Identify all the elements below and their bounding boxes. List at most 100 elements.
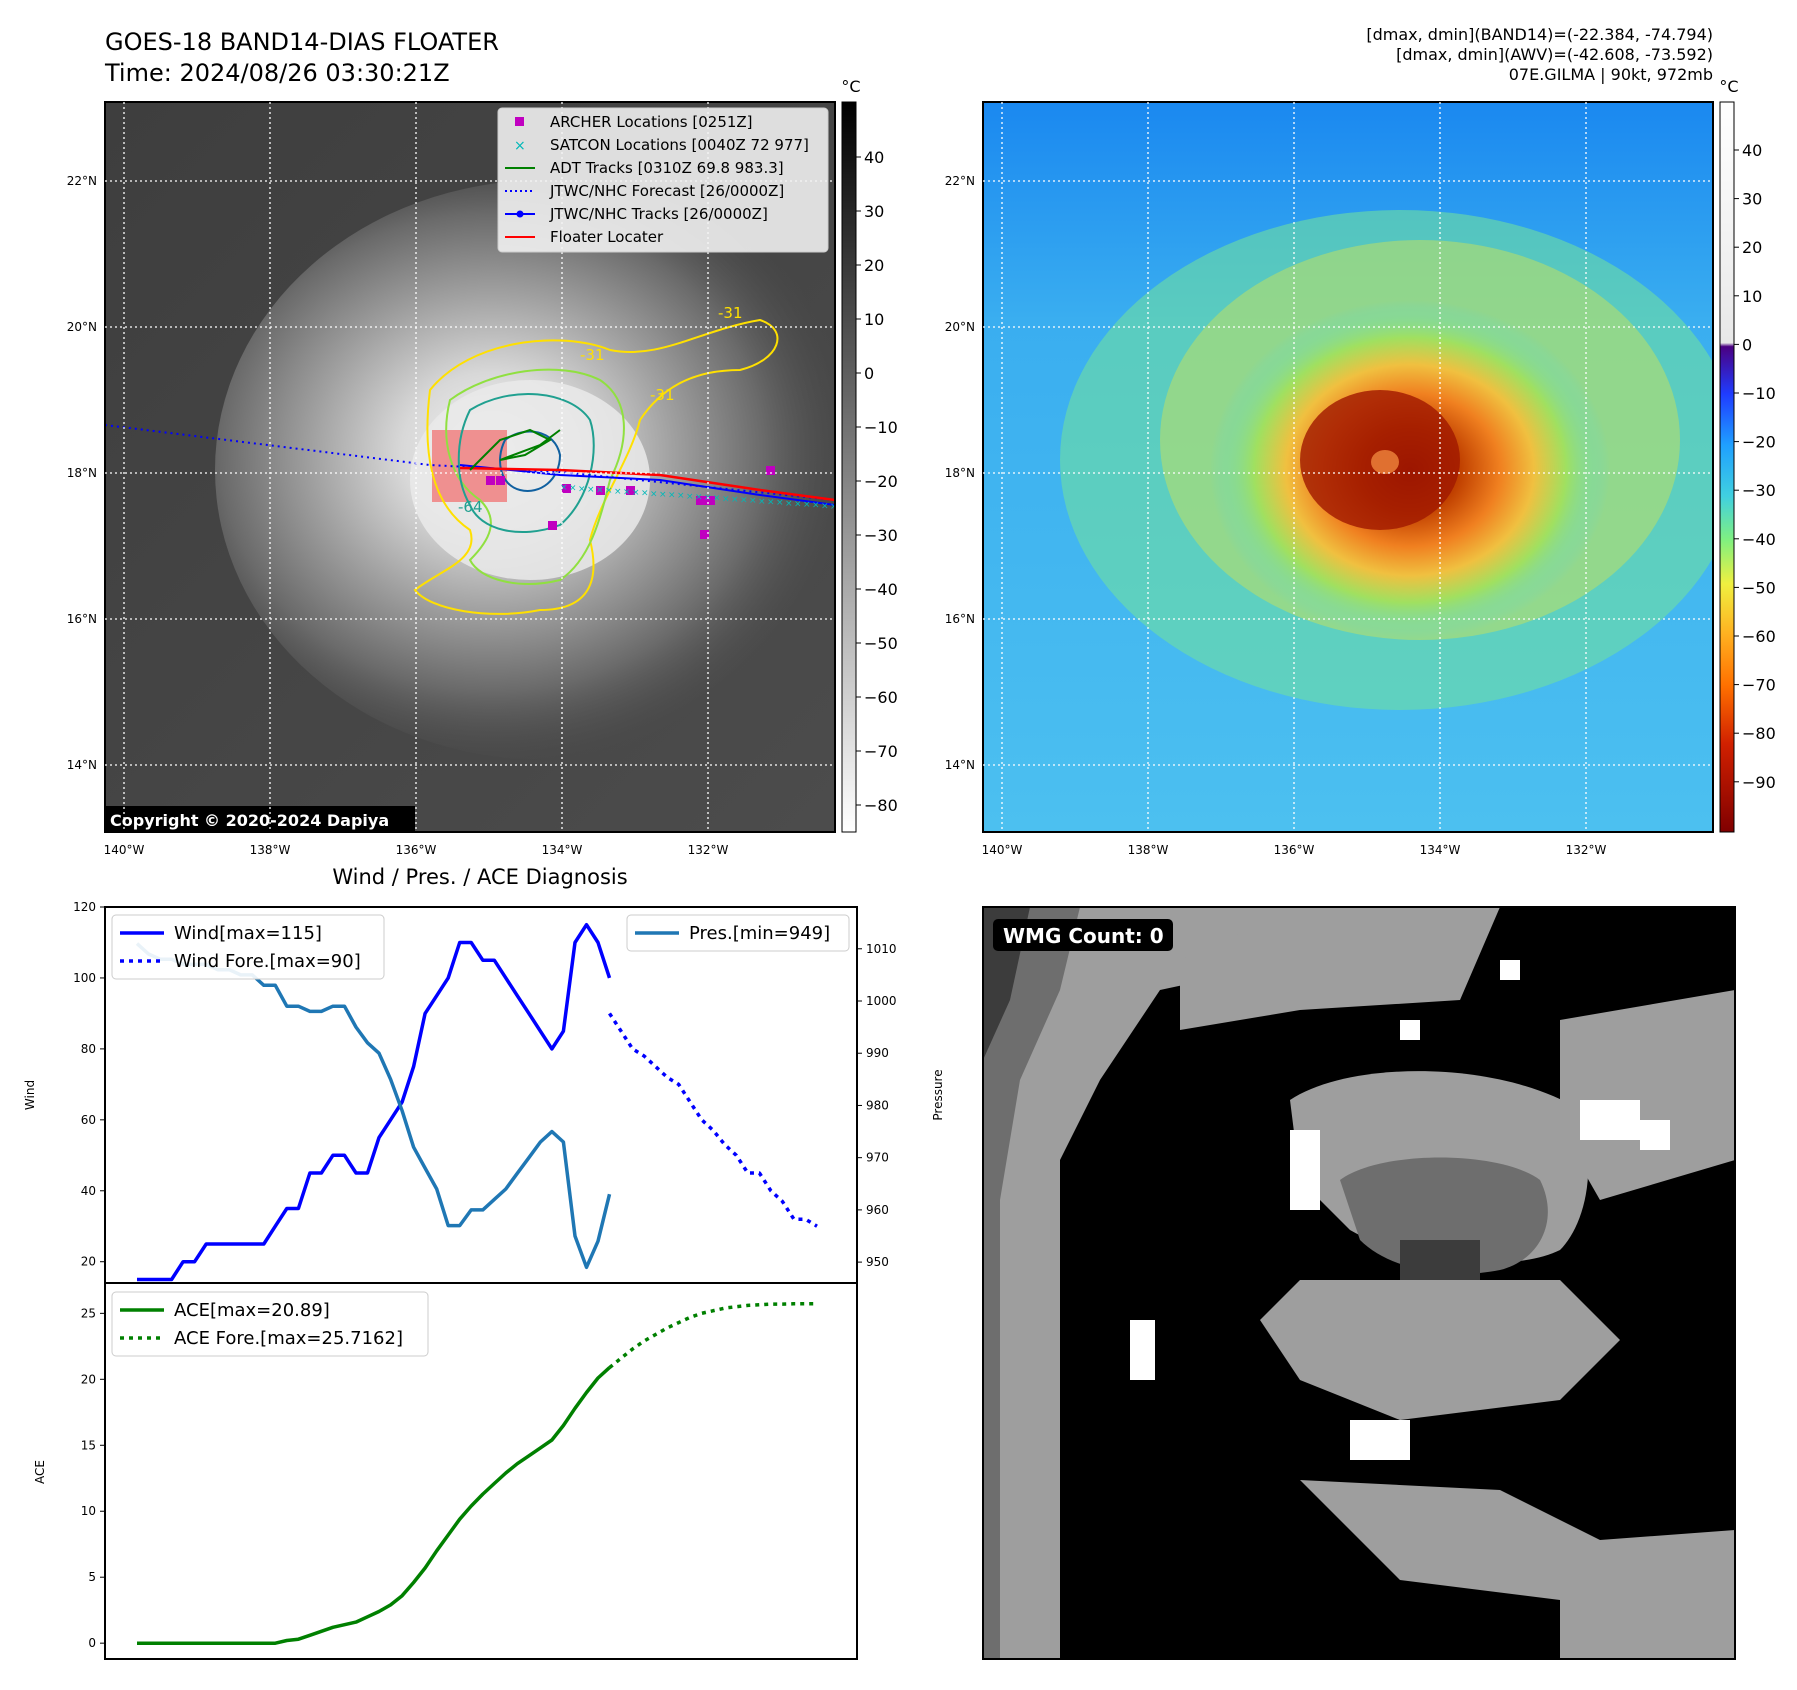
copyright-text: Copyright © 2020-2024 Dapiya [110, 811, 389, 830]
satcon-marker: × [767, 497, 775, 507]
satcon-marker: × [785, 499, 793, 509]
lon-label: 140°W [982, 843, 1023, 857]
floater-track [459, 466, 835, 502]
contour-label: -31 [650, 386, 675, 404]
gray-colorbar-tick: 30 [864, 202, 884, 221]
satcon-marker: × [596, 486, 604, 496]
color-colorbar-tick: −60 [1742, 627, 1776, 646]
y-tick-label: 25 [81, 1306, 96, 1320]
lon-label: 136°W [1274, 843, 1315, 857]
lat-label: 14°N [67, 758, 97, 772]
color-colorbar-tick: 30 [1742, 190, 1762, 209]
lon-label: 132°W [1566, 843, 1607, 857]
satcon-marker: × [587, 485, 595, 495]
y2-tick-label: 1000 [866, 994, 897, 1008]
contour-label: -31 [718, 304, 743, 322]
satcon-marker: × [758, 497, 766, 507]
satcon-marker: × [794, 499, 802, 509]
gray-colorbar-unit: °C [841, 77, 860, 96]
wind-axis-label: Wind [23, 1080, 37, 1110]
y-tick-label: 60 [81, 1113, 96, 1127]
lon-label: 134°W [542, 843, 583, 857]
series-line [137, 922, 612, 1282]
legend-entry: SATCON Locations [0040Z 72 977] [550, 136, 809, 154]
wmg-count-box [993, 919, 1173, 951]
gray-colorbar-tick: −20 [864, 472, 898, 491]
legend-entry: ADT Tracks [0310Z 69.8 983.3] [550, 159, 784, 177]
lat-label: 22°N [67, 174, 97, 188]
svg-text:×: × [514, 138, 526, 154]
archer-marker [596, 486, 605, 495]
color-colorbar-tick: −10 [1742, 384, 1776, 403]
archer-marker [700, 496, 709, 505]
lat-label: 22°N [945, 174, 975, 188]
satcon-marker: × [731, 495, 739, 505]
gray-colorbar-tick: −80 [864, 796, 898, 815]
legend-entry: JTWC/NHC Forecast [26/0000Z] [549, 182, 784, 200]
gray-colorbar-tick: 20 [864, 256, 884, 275]
info-band14: [dmax, dmin](BAND14)=(-22.384, -74.794) [1366, 25, 1713, 44]
copyright-box [105, 806, 415, 832]
wmg-panel [983, 907, 1735, 1659]
archer-marker [548, 521, 557, 530]
lat-label: 16°N [945, 612, 975, 626]
figure-title: GOES-18 BAND14-DIAS FLOATER [105, 28, 499, 56]
satcon-marker: × [830, 502, 838, 512]
satcon-marker: × [623, 487, 631, 497]
lon-label: 138°W [250, 843, 291, 857]
gray-colorbar-tick: −10 [864, 418, 898, 437]
satcon-marker: × [578, 484, 586, 494]
lon-label: 136°W [396, 843, 437, 857]
pressure-axis-label: Pressure [931, 1069, 945, 1120]
satcon-marker: × [803, 500, 811, 510]
lon-label: 138°W [1128, 843, 1169, 857]
y2-tick-label: 970 [866, 1151, 889, 1165]
lat-label: 16°N [67, 612, 97, 626]
legend-entry: Floater Locater [550, 228, 664, 246]
color-colorbar-tick: −70 [1742, 676, 1776, 695]
y-tick-label: 120 [73, 900, 96, 914]
color-colorbar-tick: −50 [1742, 578, 1776, 597]
color-colorbar-tick: −80 [1742, 724, 1776, 743]
color-colorbar-tick: 0 [1742, 335, 1752, 354]
satcon-marker: × [695, 492, 703, 502]
satcon-marker: × [614, 487, 622, 497]
info-storm: 07E.GILMA | 90kt, 972mb [1509, 65, 1713, 84]
satcon-marker: × [776, 498, 784, 508]
satcon-marker: × [821, 501, 829, 511]
figure-time: Time: 2024/08/26 03:30:21Z [104, 59, 450, 87]
satcon-marker: × [740, 496, 748, 506]
y2-tick-label: 990 [866, 1046, 889, 1060]
satcon-marker: × [632, 488, 640, 498]
y-tick-label: 100 [73, 971, 96, 985]
contour-teal [457, 393, 595, 533]
lon-label: 134°W [1420, 843, 1461, 857]
color-colorbar-tick: −40 [1742, 530, 1776, 549]
satcon-marker: × [686, 492, 694, 502]
gray-colorbar-tick: −60 [864, 688, 898, 707]
diag-title: Wind / Pres. / ACE Diagnosis [332, 865, 627, 889]
lat-label: 18°N [945, 466, 975, 480]
satcon-marker: × [659, 490, 667, 500]
gray-colorbar-tick: 40 [864, 148, 884, 167]
legend-entry: JTWC/NHC Tracks [26/0000Z] [549, 205, 768, 223]
chart-legend-entry: ACE Fore.[max=25.7162] [174, 1328, 403, 1349]
chart-legend-entry: Wind Fore.[max=90] [174, 951, 361, 972]
chart-legend [111, 914, 385, 980]
chart-legend [626, 914, 850, 952]
series-line [608, 1012, 818, 1228]
color-colorbar-tick: −90 [1742, 773, 1776, 792]
gray-colorbar-tick: −40 [864, 580, 898, 599]
series-line [137, 1366, 611, 1645]
series-line [608, 1302, 817, 1369]
archer-marker [766, 466, 775, 475]
gray-colorbar-tick: 10 [864, 310, 884, 329]
satcon-marker: × [722, 494, 730, 504]
y-tick-label: 15 [81, 1438, 96, 1452]
color-colorbar-tick: 20 [1742, 238, 1762, 257]
adt-track [469, 428, 561, 471]
chart-legend-entry: Pres.[min=949] [689, 923, 830, 944]
chart-legend-entry: ACE[max=20.89] [174, 1300, 330, 1321]
satcon-marker: × [569, 484, 577, 494]
y2-tick-label: 960 [866, 1203, 889, 1217]
